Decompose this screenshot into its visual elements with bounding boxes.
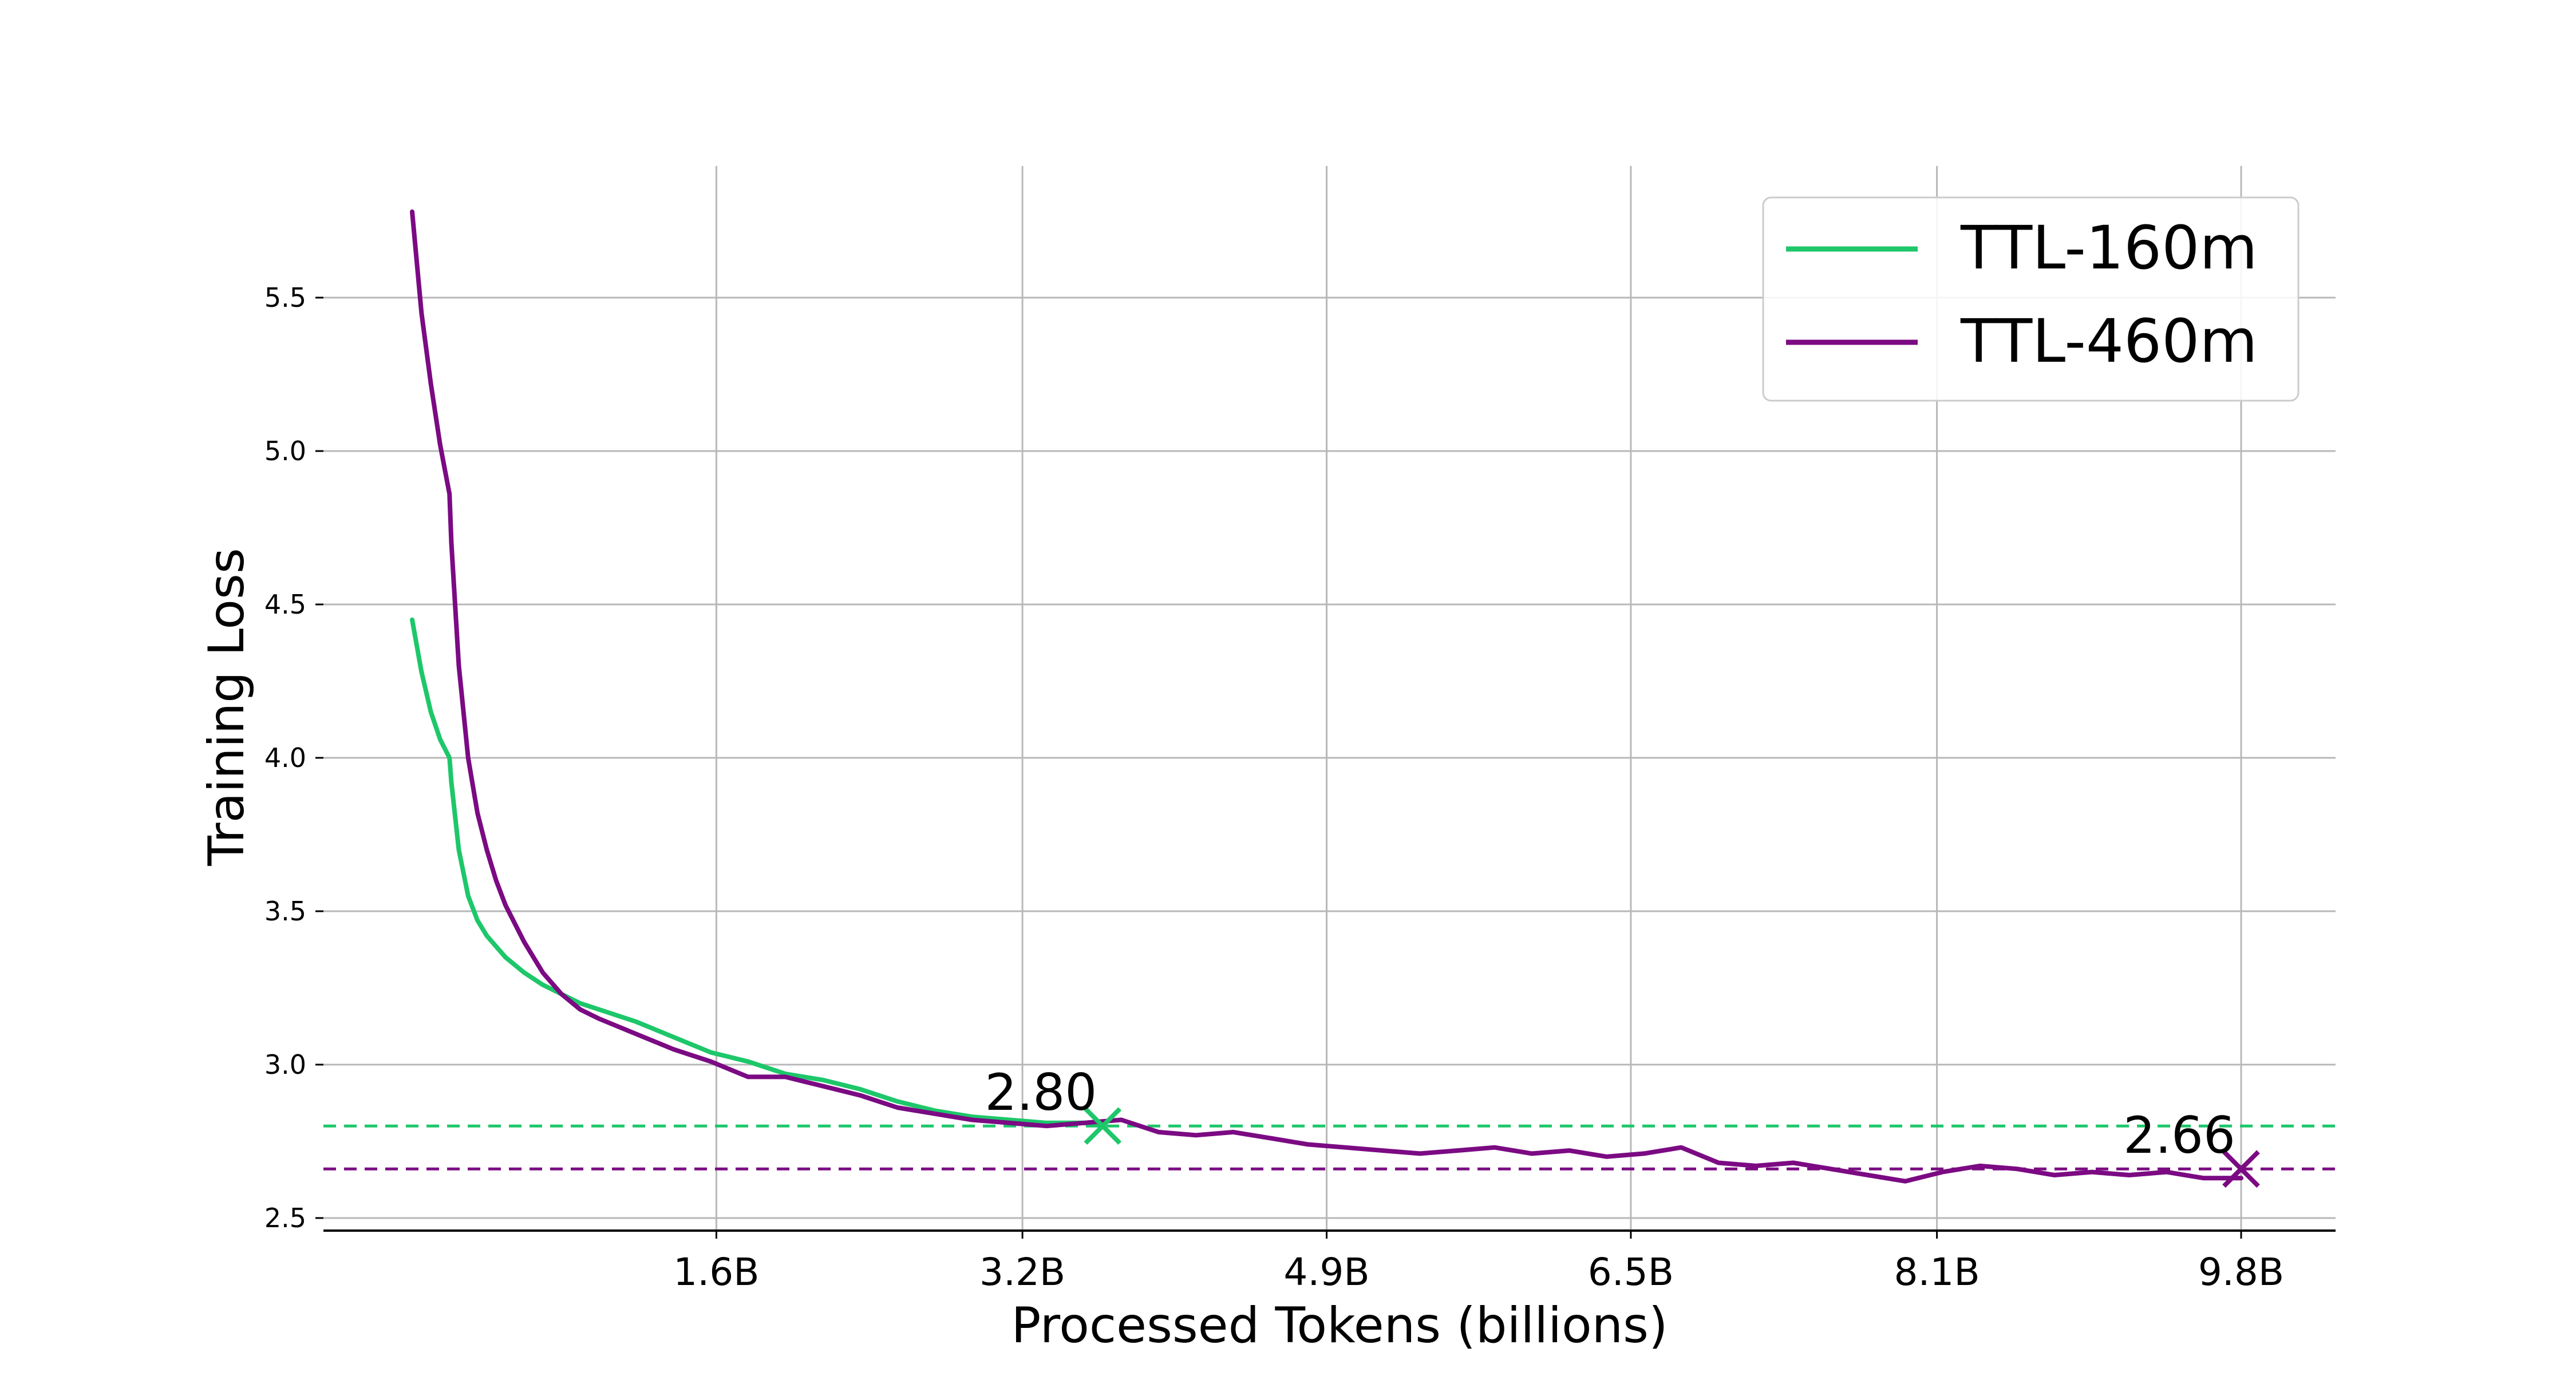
x-tick-label: 9.8B <box>2198 1250 2284 1294</box>
y-tick-label: 5.5 <box>264 282 306 313</box>
y-axis-label: Training Loss <box>198 548 255 866</box>
legend-label: TTL-160m <box>1960 213 2258 283</box>
series-line <box>410 617 1105 1129</box>
x-tick-label: 3.2B <box>979 1250 1065 1294</box>
min-marker-stroke <box>2222 1150 2260 1188</box>
y-tick-label: 5.0 <box>264 436 306 466</box>
y-tick-label: 3.5 <box>264 896 306 927</box>
min-marker <box>2222 1150 2260 1188</box>
legend-label: TTL-460m <box>1960 306 2258 376</box>
x-tick-label: 4.9B <box>1283 1250 1369 1294</box>
x-tick-label: 1.6B <box>673 1250 759 1294</box>
y-tick-label: 2.5 <box>264 1203 306 1233</box>
series-line <box>410 209 2243 1184</box>
x-axis-label: Processed Tokens (billions) <box>1011 1297 1668 1354</box>
min-marker-stroke <box>1084 1107 1122 1145</box>
x-tick-label: 6.5B <box>1588 1250 1674 1294</box>
y-tick-label: 4.5 <box>264 589 306 620</box>
y-tick-label: 3.0 <box>264 1049 306 1080</box>
series-lines <box>410 209 2243 1184</box>
min-marker <box>1084 1107 1122 1145</box>
x-tick-label: 8.1B <box>1894 1250 1980 1294</box>
legend[interactable]: TTL-160m TTL-460m <box>1762 196 2300 402</box>
min-value-label: 2.66 <box>2123 1106 2235 1165</box>
min-markers: 2.80 2.66 <box>985 1063 2260 1188</box>
min-value-label: 2.80 <box>985 1063 1097 1122</box>
axes: 2.5 3.0 3.5 4.0 4.5 5.0 5.5 1.6B 3.2B 4.9B 6.5B 8.1… <box>264 282 2336 1294</box>
y-tick-label: 4.0 <box>264 742 306 773</box>
